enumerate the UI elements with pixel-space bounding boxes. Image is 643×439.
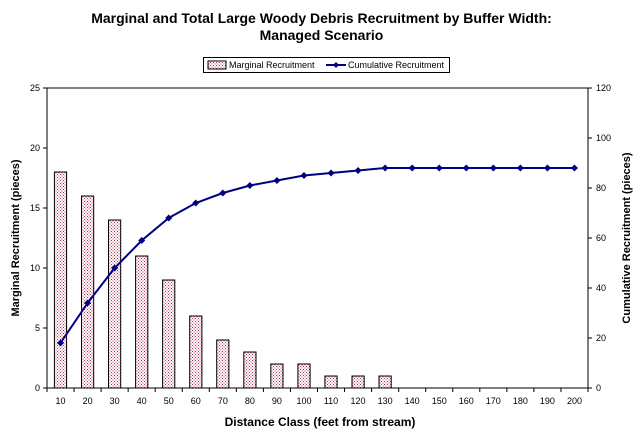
line-point (516, 164, 524, 172)
x-tick-label: 50 (164, 396, 174, 406)
x-tick-label: 160 (459, 396, 474, 406)
line-point (408, 164, 416, 172)
line-point (111, 264, 119, 272)
x-tick-label: 110 (324, 396, 338, 406)
axes-layer: 0 5 10 15 20 25 0 20 40 60 80 100 120 10 20 30 40 50 60 70 8… (30, 83, 611, 406)
x-tick-label: 200 (567, 396, 582, 406)
line-point (84, 299, 92, 307)
bar (189, 315, 203, 389)
y-right-tick-label: 100 (596, 133, 611, 143)
chart-subtitle: Managed Scenario (259, 27, 384, 43)
bar (324, 375, 338, 389)
bars-layer (53, 171, 392, 389)
bar (135, 255, 149, 389)
y-right-tick-label: 0 (596, 383, 601, 393)
line-point (138, 237, 146, 244)
x-axis-title: Distance Class (feet from stream) (224, 415, 416, 429)
x-tick-label: 40 (137, 396, 147, 406)
bar (81, 195, 95, 389)
line-point (543, 164, 551, 172)
y-right-tick-label: 80 (596, 183, 606, 193)
x-tick-label: 140 (405, 396, 420, 406)
line-layer (57, 164, 578, 347)
x-tick-label: 90 (272, 396, 282, 406)
x-tick-label: 80 (245, 396, 255, 406)
line-point (219, 189, 227, 197)
x-tick-label: 170 (486, 396, 501, 406)
x-tick-label: 130 (378, 396, 393, 406)
bar (270, 363, 284, 389)
line-point (381, 164, 389, 172)
legend-label-cumulative: Cumulative Recruitment (348, 60, 445, 70)
x-tick-label: 30 (110, 396, 120, 406)
line-point (489, 164, 497, 172)
bar (351, 375, 365, 389)
y-left-tick-label: 15 (30, 203, 40, 213)
y-axis-right-title: Cumulative Recruitment (pieces) (621, 152, 633, 324)
y-left-tick-label: 20 (30, 143, 40, 153)
line-point (165, 214, 173, 222)
y-left-tick-label: 10 (30, 263, 40, 273)
y-right-tick-label: 20 (596, 333, 606, 343)
bar (243, 351, 257, 389)
plot-frame (46, 87, 589, 389)
line-point (57, 339, 65, 347)
bar (108, 219, 122, 389)
y-right-tick-label: 60 (596, 233, 606, 243)
legend-item-cumulative: Cumulative Recruitment (326, 59, 448, 71)
y-right-tick-label: 120 (596, 83, 611, 93)
legend: Marginal Recruitment Cumulative Recruitm… (203, 57, 450, 73)
x-tick-label: 20 (83, 396, 93, 406)
y-right-tick-label: 40 (596, 283, 606, 293)
bar (297, 363, 311, 389)
legend-item-marginal: Marginal Recruitment (207, 59, 322, 71)
series-line-cumulative (59, 167, 575, 344)
legend-bar-swatch (207, 60, 227, 70)
line-point (570, 164, 578, 172)
y-left-tick-label: 25 (30, 83, 40, 93)
line-point (192, 199, 200, 207)
line-point (300, 172, 308, 179)
line-point (246, 182, 254, 189)
x-tick-label: 120 (351, 396, 366, 406)
bar (216, 339, 230, 389)
bar (53, 171, 68, 389)
bar (378, 375, 392, 389)
y-axis-left-title: Marginal Recruitment (pieces) (10, 159, 22, 317)
x-tick-label: 180 (513, 396, 528, 406)
line-point (354, 167, 362, 174)
line-point (327, 169, 335, 177)
x-tick-label: 150 (432, 396, 447, 406)
y-left-tick-label: 5 (35, 323, 40, 333)
x-tick-label: 190 (540, 396, 555, 406)
legend-line-swatch (326, 62, 346, 68)
line-point (462, 164, 470, 172)
bar (162, 279, 176, 389)
x-tick-label: 100 (296, 396, 311, 406)
x-tick-label: 70 (218, 396, 228, 406)
x-tick-label: 60 (191, 396, 201, 406)
chart-title: Marginal and Total Large Woody Debris Re… (91, 10, 552, 26)
legend-label-marginal: Marginal Recruitment (229, 60, 315, 70)
line-point (273, 177, 281, 184)
y-left-tick-label: 0 (35, 383, 40, 393)
x-tick-label: 10 (56, 396, 66, 406)
line-point (435, 164, 443, 172)
